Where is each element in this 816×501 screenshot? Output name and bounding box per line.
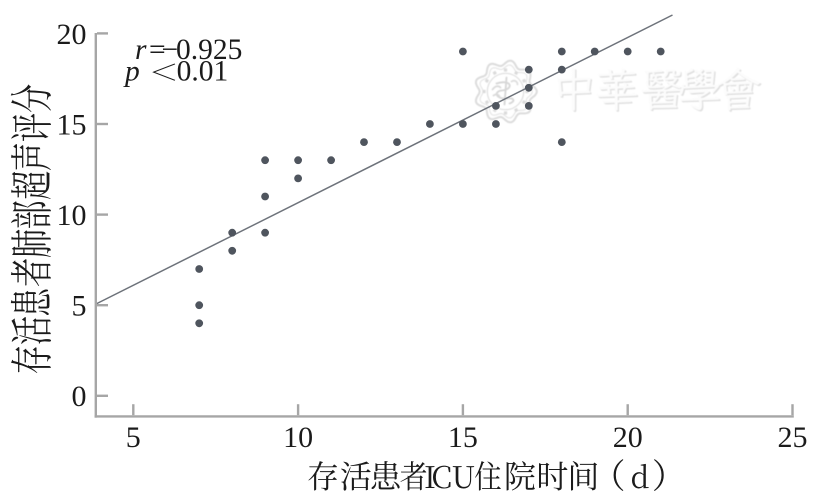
svg-text:10: 10 [283,421,313,454]
svg-text:0.01: 0.01 [177,56,229,88]
svg-text:25: 25 [778,421,808,454]
svg-text:10: 10 [57,199,87,232]
svg-text:r: r [135,34,147,66]
svg-text:5: 5 [72,290,87,323]
svg-text:0.925: 0.925 [176,34,242,66]
svg-text:15: 15 [57,108,87,141]
svg-text:5: 5 [126,421,141,454]
svg-text:15: 15 [448,421,478,454]
svg-text:p: p [123,56,140,88]
svg-text:20: 20 [57,18,87,51]
svg-text:0: 0 [72,380,87,413]
svg-text:−: − [162,34,179,66]
svg-text:20: 20 [613,421,643,454]
svg-text:=: = [149,34,166,66]
